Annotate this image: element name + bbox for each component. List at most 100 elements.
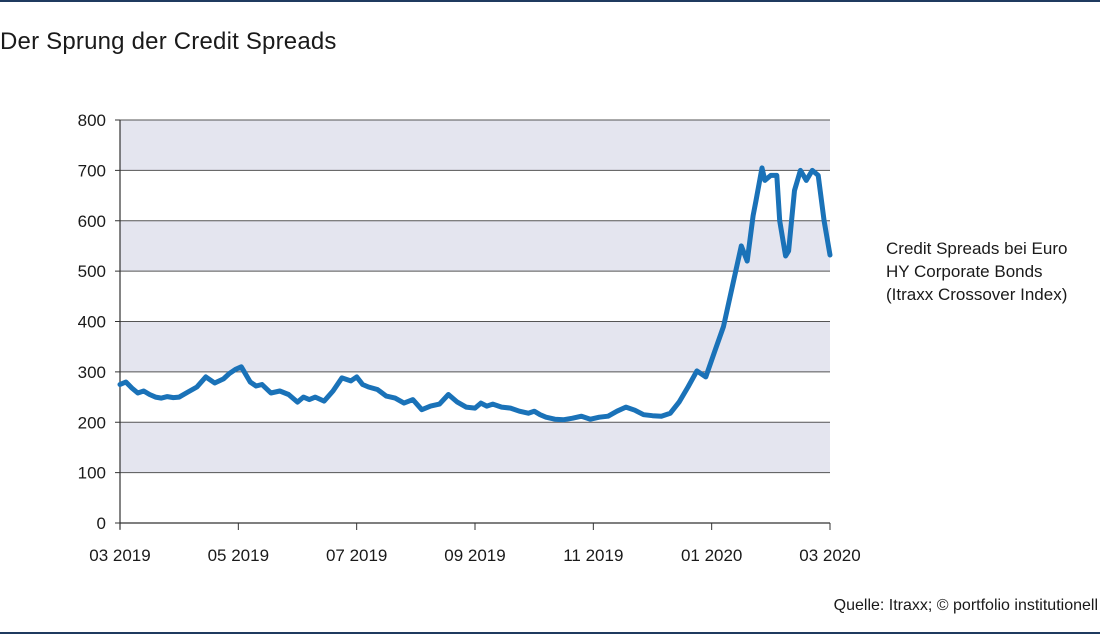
data-point <box>323 400 325 402</box>
data-point <box>713 350 716 353</box>
data-point <box>678 401 680 403</box>
data-point <box>607 415 609 418</box>
data-point <box>166 395 169 398</box>
data-point <box>571 417 574 420</box>
chart-title: Der Sprung der Credit Spreads <box>0 28 337 55</box>
data-point <box>811 169 814 172</box>
data-point <box>287 393 290 396</box>
y-tick-label: 100 <box>78 464 106 483</box>
data-point <box>480 402 482 404</box>
y-tick-label: 800 <box>78 111 106 130</box>
data-point <box>539 413 541 416</box>
legend-line-1: Credit Spreads bei Euro <box>886 239 1068 258</box>
data-point <box>119 383 121 386</box>
data-point <box>616 410 618 413</box>
data-point <box>187 391 189 393</box>
x-tick-label: 05 2019 <box>208 546 269 565</box>
data-point <box>474 407 476 409</box>
data-point <box>784 255 787 257</box>
data-point <box>799 169 802 172</box>
plot-band <box>120 220 830 272</box>
data-point <box>222 378 225 380</box>
data-point <box>308 398 311 401</box>
data-point <box>829 254 831 256</box>
x-tick-label: 03 2019 <box>89 546 150 565</box>
y-tick-label: 500 <box>78 262 106 281</box>
data-point <box>527 412 530 415</box>
data-point <box>669 412 672 415</box>
data-point <box>509 407 512 409</box>
y-axis-ticks: 0 100 200 300 400 500 600 700 800 <box>78 111 120 533</box>
series-group <box>117 165 833 423</box>
y-tick-label: 0 <box>97 514 106 533</box>
data-point <box>137 392 139 394</box>
data-point <box>746 260 748 262</box>
data-point <box>355 376 358 378</box>
data-point <box>705 376 707 378</box>
data-point <box>563 418 565 421</box>
data-point <box>367 386 370 388</box>
data-point <box>660 415 663 418</box>
data-point <box>255 385 257 387</box>
series-line <box>117 165 833 423</box>
x-tick-label: 11 2019 <box>563 546 623 565</box>
data-point <box>205 376 207 378</box>
y-tick-label: 700 <box>78 161 106 180</box>
data-point <box>279 390 281 392</box>
data-point <box>412 398 414 401</box>
data-point <box>740 245 743 247</box>
data-point <box>376 388 379 391</box>
legend: Credit Spreads bei Euro HY Corporate Bon… <box>886 237 1100 306</box>
data-point <box>131 387 133 389</box>
data-point <box>142 390 145 392</box>
y-tick-label: 600 <box>78 212 106 231</box>
plot-band <box>120 422 830 473</box>
data-point <box>787 250 790 252</box>
data-point <box>302 396 305 398</box>
data-point <box>341 377 343 379</box>
data-point <box>314 396 317 398</box>
data-point <box>196 386 198 388</box>
data-point <box>764 179 766 182</box>
plot-band <box>120 120 830 171</box>
data-point <box>447 393 450 396</box>
data-point <box>486 405 488 407</box>
data-point <box>228 372 231 375</box>
data-point <box>761 167 763 169</box>
data-point <box>518 410 521 413</box>
data-point <box>394 397 396 399</box>
data-point <box>332 390 334 392</box>
x-tick-label: 07 2019 <box>326 546 387 565</box>
bottom-rule <box>0 632 1100 634</box>
data-point <box>823 220 825 222</box>
data-point <box>778 220 781 222</box>
data-point <box>731 285 734 288</box>
data-point <box>533 410 535 413</box>
data-point <box>651 414 654 417</box>
data-point <box>598 416 601 419</box>
data-point <box>817 174 819 177</box>
x-tick-label: 09 2019 <box>444 546 505 565</box>
data-point <box>793 189 796 192</box>
data-point <box>554 418 556 421</box>
x-tick-label: 01 2020 <box>681 546 742 565</box>
data-point <box>802 174 805 177</box>
data-point <box>808 174 811 177</box>
data-point <box>500 406 503 408</box>
y-tick-label: 200 <box>78 413 106 432</box>
data-point <box>634 409 636 412</box>
x-tick-label: 03 2020 <box>799 546 860 565</box>
legend-line-2: HY Corporate Bonds <box>886 262 1043 281</box>
data-point <box>580 415 583 418</box>
data-point <box>421 408 423 411</box>
data-point <box>625 406 627 408</box>
data-point <box>752 214 754 217</box>
data-point <box>805 179 808 182</box>
data-point <box>545 416 547 419</box>
data-point <box>249 381 251 383</box>
top-rule <box>0 0 1100 2</box>
data-point <box>403 402 405 404</box>
data-point <box>589 418 592 421</box>
data-point <box>178 396 180 398</box>
x-axis-ticks: 03 2019 05 2019 07 2019 09 2019 11 2019 01 20… <box>89 523 861 565</box>
